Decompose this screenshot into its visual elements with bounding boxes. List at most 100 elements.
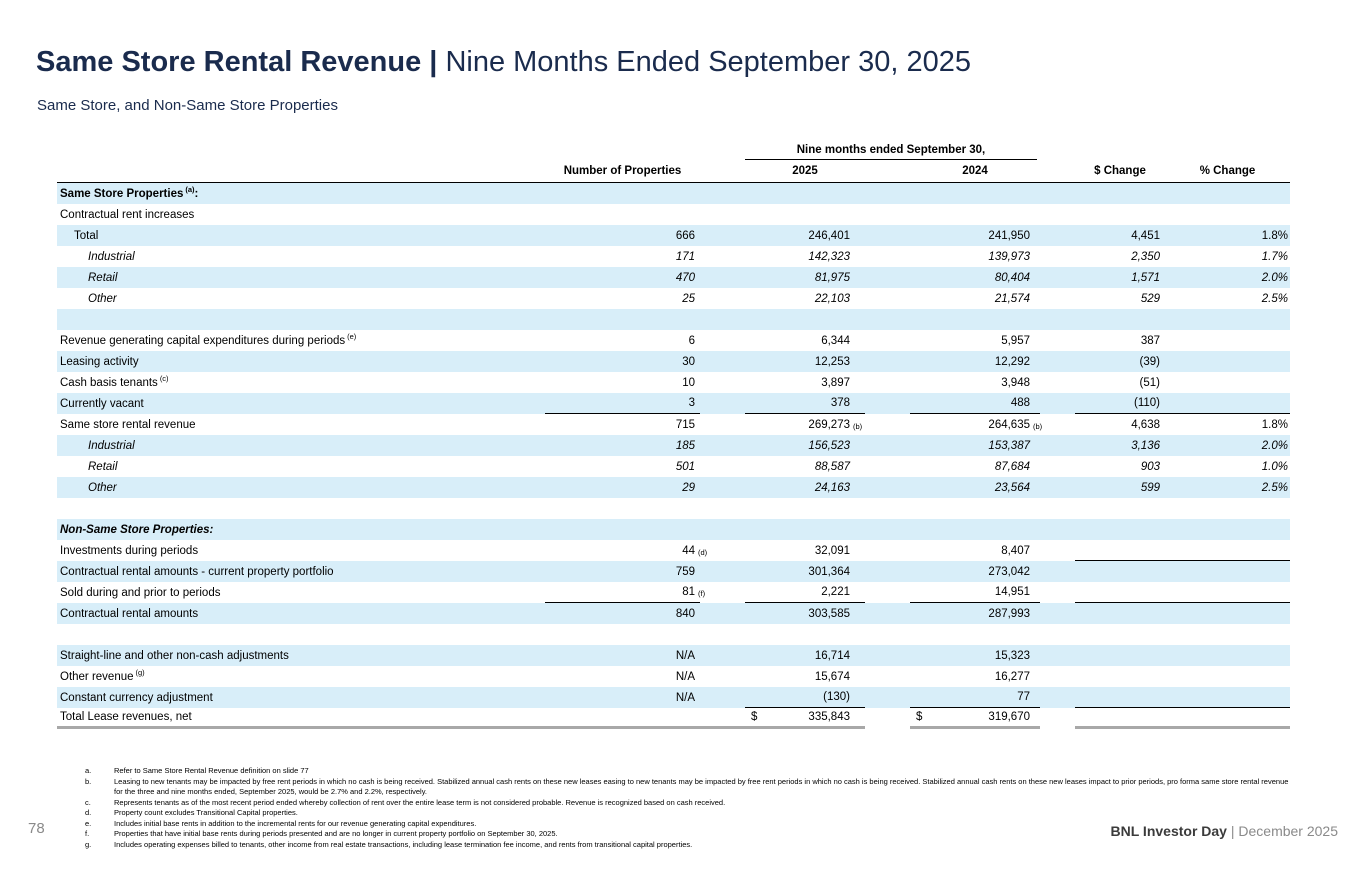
span-header-row: Nine months ended September 30, (57, 139, 1290, 160)
cell-y2025: $335,843 (745, 708, 865, 729)
footer-brand: BNL Investor Day (1110, 823, 1227, 839)
cell-chg (1075, 309, 1165, 330)
row-label: Total Lease revenues, net (57, 708, 545, 729)
col-gap (1040, 540, 1075, 561)
footer: BNL Investor Day | December 2025 (1111, 823, 1338, 839)
cell-chg (1075, 666, 1165, 687)
col-gap (700, 372, 745, 393)
table-row: Leasing activity 30 12,253 12,292 (39) (57, 351, 1290, 372)
col-gap (865, 351, 910, 372)
col-gap (865, 435, 910, 456)
cell-y2025: 22,103 (814, 292, 850, 305)
cell-chg (1075, 645, 1165, 666)
footnote-letter: f. (85, 829, 90, 838)
header-row-label-spacer (57, 160, 545, 182)
footnote-letter: b. (85, 776, 92, 786)
cell-y2024 (910, 204, 1040, 225)
cell-chg (1075, 687, 1165, 708)
cell-y2024: 287,993 (988, 607, 1030, 620)
cell-pct (1165, 183, 1290, 204)
cell-y2025: 15,674 (814, 670, 850, 683)
header-2025: 2025 (792, 165, 818, 177)
cell-y2024: 488 (910, 393, 1040, 414)
span-header: Nine months ended September 30, (745, 144, 1037, 160)
row-label: Sold during and prior to periods (60, 586, 221, 599)
cell-chg: 4,451 (1131, 229, 1160, 242)
cell-pct (1165, 687, 1290, 708)
col-gap (1040, 351, 1075, 372)
table-row-spacer (57, 498, 1290, 519)
cell-props: 29 (682, 481, 695, 494)
col-gap (865, 519, 910, 540)
table-row: Industrial 171 142,323 139,973 2,350 1.7% (57, 246, 1290, 267)
col-gap (700, 498, 745, 519)
cell-props: 3 (545, 393, 700, 414)
col-gap (700, 603, 745, 624)
cell-props (545, 624, 700, 645)
col-gap (700, 330, 745, 351)
cell-y2024: 14,951 (910, 582, 1040, 603)
cell-props: 25 (682, 292, 695, 305)
row-label: Revenue generating capital expenditures … (60, 332, 357, 347)
col-gap (700, 351, 745, 372)
cell-props: 840 (675, 607, 695, 620)
cell-props: N/A (675, 691, 695, 704)
col-gap (865, 288, 910, 309)
cell-props: 6 (688, 334, 695, 347)
cell-props (545, 519, 700, 540)
table-row: Non-Same Store Properties: (57, 519, 1290, 540)
page-number: 78 (28, 820, 45, 837)
footnote-text: Refer to Same Store Rental Revenue defin… (114, 766, 309, 775)
footnote-text: Includes initial base rents in addition … (114, 818, 477, 828)
col-gap (700, 456, 745, 477)
cell-chg (1075, 183, 1165, 204)
cell-pct (1165, 519, 1290, 540)
col-gap (700, 624, 745, 645)
cell-chg (1075, 204, 1165, 225)
header-2024: 2024 (962, 165, 988, 177)
row-label (57, 309, 545, 330)
cell-y2024: 15,323 (994, 649, 1030, 662)
row-label: Total (74, 229, 99, 242)
cell-y2024: 273,042 (988, 565, 1030, 578)
cell-pct (1165, 372, 1290, 393)
cell-props: 185 (675, 439, 695, 452)
cell-props: N/A (675, 649, 695, 662)
footnote-text: Includes operating expenses billed to te… (114, 839, 693, 849)
row-label: Contractual rental amounts - current pro… (60, 565, 334, 578)
table-row: Other 29 24,163 23,564 599 2.5% (57, 477, 1290, 498)
cell-y2024: 153,387 (988, 439, 1030, 452)
row-label: Same Store Properties (a): (60, 185, 199, 200)
header-number-of-properties: Number of Properties (563, 165, 682, 177)
cell-props (545, 309, 700, 330)
col-gap (865, 645, 910, 666)
table-row: Retail 501 88,587 87,684 903 1.0% (57, 456, 1290, 477)
col-gap (865, 183, 910, 204)
col-gap (1040, 246, 1075, 267)
cell-y2024: 80,404 (994, 271, 1030, 284)
col-gap (1040, 393, 1075, 414)
footnote-text: Properties that have initial base rents … (114, 829, 558, 838)
cell-pct: 1.8% (1261, 229, 1288, 242)
col-gap (700, 435, 745, 456)
dollar-sign: $ (751, 711, 758, 723)
title-main: Same Store Rental Revenue (36, 46, 422, 78)
cell-props: 666 (675, 229, 695, 242)
col-gap (1040, 183, 1075, 204)
cell-y2024: 12,292 (994, 355, 1030, 368)
cell-y2025 (745, 204, 865, 225)
footnote-letter: g. (85, 839, 92, 849)
cell-props: 470 (675, 271, 695, 284)
cell-props (545, 708, 700, 729)
col-gap (1040, 561, 1075, 582)
cell-chg (1075, 498, 1165, 519)
row-label: Retail (88, 271, 118, 284)
table-row: Investments during periods 44 (d) 32,091 8,4… (57, 540, 1290, 561)
col-gap (1040, 666, 1075, 687)
footnote-letter: a. (85, 766, 92, 775)
col-gap (1040, 372, 1075, 393)
cell-y2024: 241,950 (988, 229, 1030, 242)
cell-y2025 (745, 519, 865, 540)
cell-y2025 (745, 309, 865, 330)
cell-y2025: 24,163 (814, 481, 850, 494)
